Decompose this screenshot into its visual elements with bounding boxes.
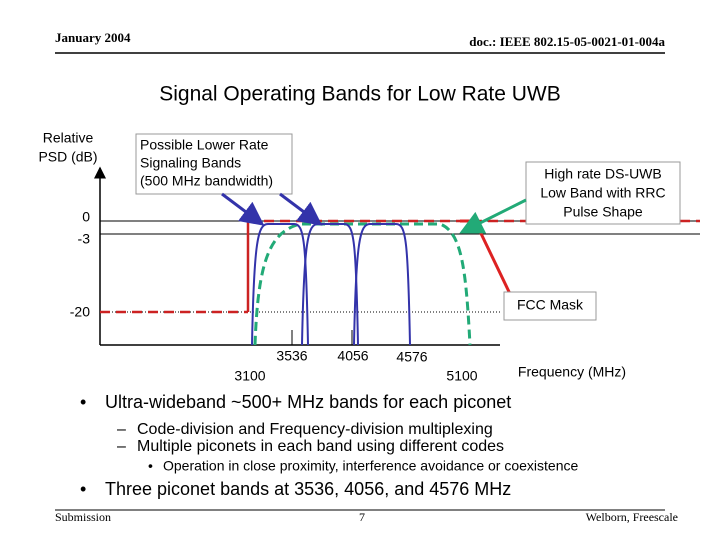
header-doc: doc.: IEEE 802.15-05-0021-01-004a (469, 34, 665, 49)
callout-arrow (459, 198, 527, 234)
header-date: January 2004 (55, 30, 131, 45)
bullet-text: Three piconet bands at 3536, 4056, and 4… (105, 479, 511, 499)
bullet-mark: • (80, 479, 86, 499)
bullet-mark: – (117, 438, 126, 455)
y-label: 0 (82, 209, 90, 225)
footer-page: 7 (359, 510, 365, 524)
callout-text: High rate DS-UWB (544, 166, 661, 182)
x-label: 4576 (396, 349, 427, 365)
y-label: -3 (78, 231, 91, 247)
diagram (94, 133, 700, 346)
footer-left: Submission (55, 510, 111, 524)
y-axis-label: Relative (43, 130, 94, 146)
slide-title: Signal Operating Bands for Low Rate UWB (159, 83, 561, 106)
bullet-text: Code-division and Frequency-division mul… (137, 421, 493, 438)
band (353, 223, 411, 346)
fcc-mask (460, 219, 514, 299)
callout-box (525, 161, 681, 225)
x-axis-label: Frequency (MHz) (518, 364, 626, 380)
callout-text: Signaling Bands (140, 155, 241, 171)
bullet-mark: – (117, 421, 126, 438)
callout-text: Possible Lower Rate (140, 137, 269, 153)
footer-right: Welborn, Freescale (586, 510, 678, 524)
callout-text: FCC Mask (517, 297, 584, 313)
callout-arrow (279, 192, 323, 226)
callout-text: (500 MHz bandwidth) (140, 173, 273, 189)
x-label: 4056 (337, 348, 368, 364)
band (301, 223, 359, 346)
callout-text: Pulse Shape (563, 204, 643, 220)
callout-arrow (221, 192, 265, 226)
bullet-mark: • (148, 458, 153, 474)
bullet-mark: • (80, 392, 86, 412)
x-label: 3100 (234, 368, 265, 384)
rrc-spectrum (253, 222, 472, 346)
callout-box (135, 133, 293, 195)
y-axis-label: PSD (dB) (38, 149, 97, 165)
bullet-text: Operation in close proximity, interferen… (163, 458, 578, 474)
bullet-text: Multiple piconets in each band using dif… (137, 438, 504, 455)
callout-box (503, 291, 597, 321)
bullet-text: Ultra-wideband ~500+ MHz bands for each … (105, 392, 511, 412)
x-label: 5100 (446, 368, 477, 384)
x-label: 3536 (276, 348, 307, 364)
callout-text: Low Band with RRC (540, 185, 665, 201)
band (251, 223, 309, 346)
y-label: -20 (70, 304, 90, 320)
